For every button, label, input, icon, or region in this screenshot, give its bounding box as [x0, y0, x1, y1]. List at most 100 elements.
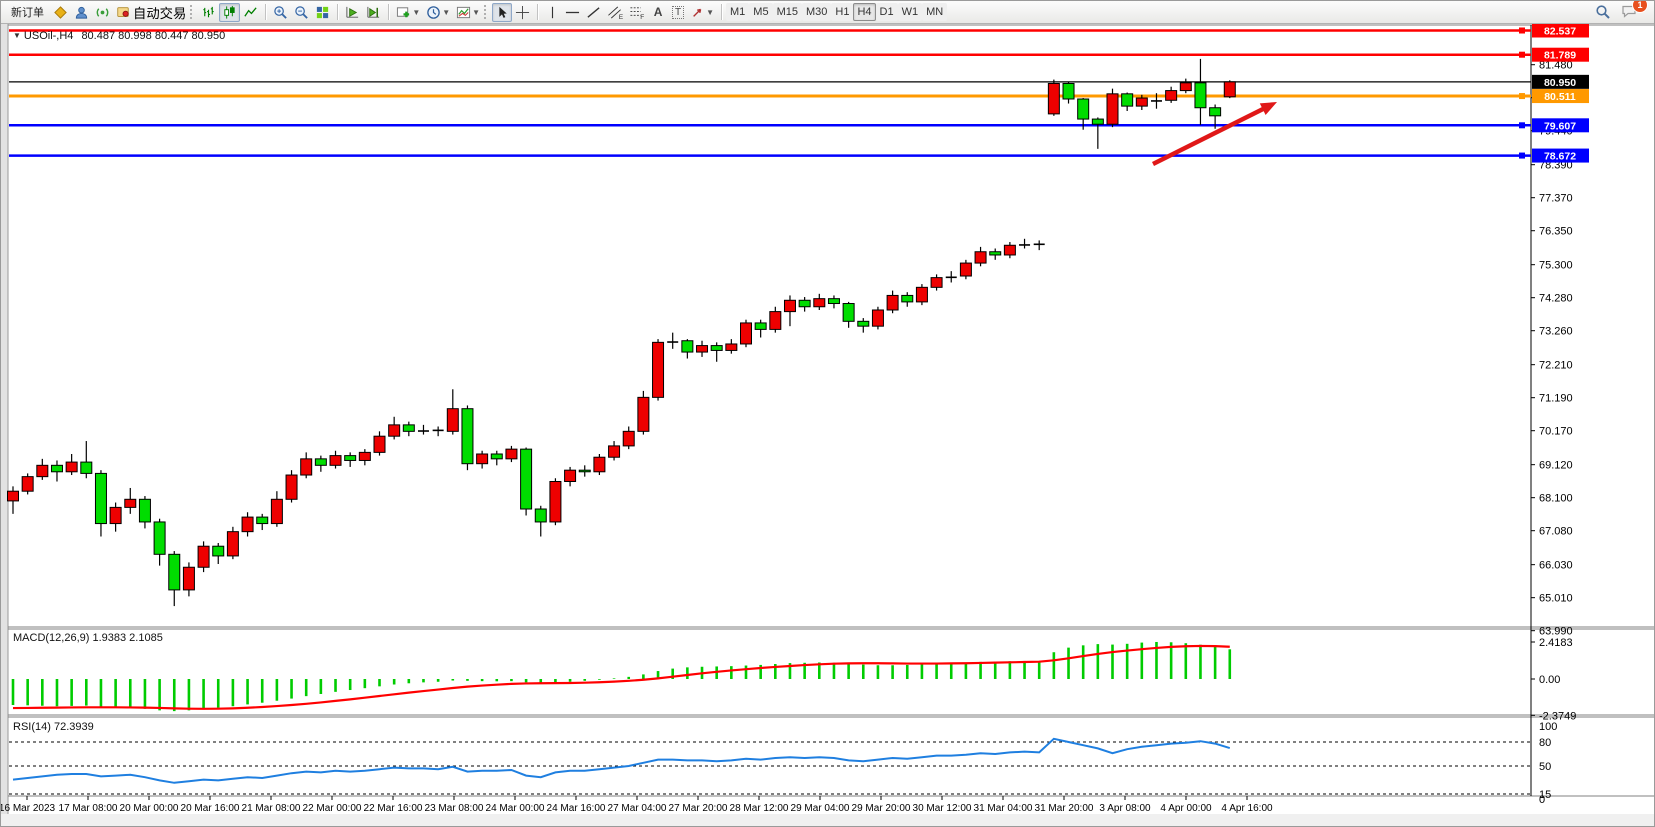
- chevron-down-icon: ▼: [412, 7, 421, 17]
- price-badge-value: 79.607: [1544, 120, 1576, 132]
- timeframe-button-w1[interactable]: W1: [897, 3, 923, 21]
- new-chart-dropdown[interactable]: ▼: [393, 3, 423, 22]
- svg-text:E: E: [619, 14, 623, 20]
- svg-text:-2.3749: -2.3749: [1539, 710, 1576, 722]
- timeframe-button-m1[interactable]: M1: [726, 3, 750, 21]
- svg-text:23 Mar 08:00: 23 Mar 08:00: [425, 803, 484, 814]
- timeframe-button-h1[interactable]: H1: [831, 3, 854, 21]
- svg-text:4 Apr 00:00: 4 Apr 00:00: [1160, 803, 1212, 814]
- rsi-line: [12, 737, 1231, 784]
- candlestick-chart-button[interactable]: [219, 2, 241, 22]
- chart-window: 81.48080.46079.44078.39077.37076.35075.3…: [1, 24, 1655, 827]
- time-axis: 16 Mar 2023 17 Mar 08:00 20 Mar 00:00 20 Ma…: [1, 796, 1273, 814]
- price-badge-value: 80.950: [1544, 77, 1576, 89]
- arrows-tool-dropdown[interactable]: ▼: [688, 3, 717, 22]
- svg-text:16 Mar 2023: 16 Mar 2023: [1, 803, 56, 814]
- svg-text:71.190: 71.190: [1539, 393, 1573, 405]
- chart-shift-button[interactable]: [363, 3, 384, 22]
- timeframe-button-mn[interactable]: MN: [922, 3, 948, 21]
- svg-text:2.4183: 2.4183: [1539, 637, 1573, 649]
- timeframe-button-m30[interactable]: M30: [801, 3, 832, 21]
- indicators-dropdown[interactable]: ▼: [453, 3, 483, 22]
- svg-text:68.100: 68.100: [1539, 493, 1573, 505]
- svg-text:67.080: 67.080: [1539, 526, 1573, 538]
- svg-text:65.010: 65.010: [1539, 593, 1573, 605]
- timeframe-button-d1[interactable]: D1: [875, 3, 898, 21]
- community-icon[interactable]: [71, 3, 92, 22]
- price-badge-value: 80.511: [1544, 91, 1576, 103]
- auto-trading-label: 自动交易: [133, 5, 187, 21]
- svg-text:28 Mar 12:00: 28 Mar 12:00: [730, 803, 789, 814]
- gold-ticket-icon: [54, 5, 67, 19]
- svg-text:63.990: 63.990: [1539, 626, 1573, 638]
- svg-text:27 Mar 04:00: 27 Mar 04:00: [608, 803, 667, 814]
- auto-scroll-button[interactable]: [342, 3, 363, 22]
- horizontal-line-tool[interactable]: [562, 3, 583, 22]
- svg-text:17 Mar 08:00: 17 Mar 08:00: [59, 803, 118, 814]
- svg-text:66.030: 66.030: [1539, 560, 1573, 572]
- svg-text:80: 80: [1539, 737, 1551, 749]
- svg-text:29 Mar 20:00: 29 Mar 20:00: [852, 803, 911, 814]
- signal-icon[interactable]: [92, 3, 113, 22]
- timeframe-button-m15[interactable]: M15: [772, 3, 802, 21]
- text-label-tool[interactable]: T: [668, 3, 688, 22]
- periods-dropdown[interactable]: ▼: [423, 3, 453, 22]
- svg-text:27 Mar 20:00: 27 Mar 20:00: [669, 803, 728, 814]
- svg-text:31 Mar 04:00: 31 Mar 04:00: [974, 803, 1033, 814]
- tile-windows-button[interactable]: [312, 3, 333, 22]
- svg-text:22 Mar 00:00: 22 Mar 00:00: [303, 803, 362, 814]
- svg-text:20 Mar 16:00: 20 Mar 16:00: [181, 803, 240, 814]
- svg-text:77.370: 77.370: [1539, 193, 1573, 205]
- annotation-arrow-head[interactable]: [1259, 102, 1277, 115]
- bar-chart-button[interactable]: [198, 3, 219, 22]
- annotation-arrow[interactable]: [1151, 104, 1270, 167]
- chart-canvas[interactable]: 81.48080.46079.44078.39077.37076.35075.3…: [1, 24, 1655, 827]
- svg-text:72.210: 72.210: [1539, 360, 1573, 372]
- fibonacci-tool[interactable]: F: [626, 3, 648, 22]
- price-badge-value: 82.537: [1544, 25, 1576, 37]
- price-badge: [1532, 148, 1589, 163]
- line-chart-button[interactable]: [240, 3, 261, 22]
- line-handle[interactable]: [1519, 51, 1525, 58]
- crosshair-button[interactable]: [512, 3, 533, 22]
- svg-text:24 Mar 00:00: 24 Mar 00:00: [486, 803, 545, 814]
- text-tool[interactable]: A: [648, 3, 668, 22]
- cursor-button[interactable]: [492, 2, 513, 22]
- candles-layer: [7, 58, 1236, 607]
- new-order-button[interactable]: 新订单: [5, 3, 50, 22]
- svg-text:29 Mar 04:00: 29 Mar 04:00: [791, 803, 850, 814]
- auto-trading-button[interactable]: 自动交易: [113, 3, 189, 22]
- toolbar-separator: [265, 4, 267, 20]
- svg-text:50: 50: [1539, 761, 1551, 773]
- svg-text:15: 15: [1539, 789, 1551, 801]
- timeframe-button-h4[interactable]: H4: [853, 3, 876, 21]
- equidistant-channel-tool[interactable]: E: [604, 3, 626, 22]
- chevron-down-icon: ▼: [472, 7, 481, 17]
- line-handle[interactable]: [1519, 27, 1525, 34]
- price-badge: [1532, 89, 1589, 104]
- toolbar-separator: [537, 4, 539, 20]
- line-handle[interactable]: [1519, 93, 1525, 100]
- svg-text:3 Apr 08:00: 3 Apr 08:00: [1099, 803, 1151, 814]
- toolbar-grip: [190, 5, 195, 19]
- toolbar-grip: [484, 5, 489, 19]
- line-handle[interactable]: [1519, 152, 1525, 159]
- svg-text:75.300: 75.300: [1539, 260, 1573, 272]
- svg-text:73.260: 73.260: [1539, 326, 1573, 338]
- line-handle[interactable]: [1519, 122, 1525, 129]
- svg-text:24 Mar 16:00: 24 Mar 16:00: [547, 803, 606, 814]
- notification-badge: 1: [1632, 1, 1648, 13]
- timeframe-button-m5[interactable]: M5: [749, 3, 773, 21]
- trendline-tool[interactable]: [583, 3, 604, 22]
- search-button[interactable]: [1592, 3, 1614, 22]
- zoom-out-button[interactable]: [291, 3, 312, 22]
- vertical-line-tool[interactable]: [542, 3, 562, 22]
- gold-ticket-icon[interactable]: [50, 3, 71, 22]
- svg-text:70.170: 70.170: [1539, 426, 1573, 438]
- toolbar-separator: [388, 4, 390, 20]
- zoom-in-button[interactable]: [270, 3, 291, 22]
- macd-pane: 2.4183 0.00 -2.3749: [11, 637, 1576, 722]
- svg-text:30 Mar 12:00: 30 Mar 12:00: [913, 803, 972, 814]
- price-badge: [1532, 47, 1589, 62]
- svg-text:76.350: 76.350: [1539, 226, 1573, 238]
